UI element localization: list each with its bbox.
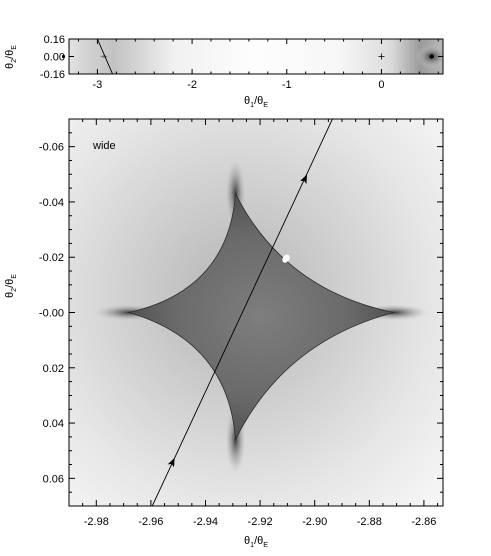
zoom-x-tick-label: -2.92 <box>248 516 273 528</box>
zoom-annotation: wide <box>92 140 116 152</box>
source-trajectory <box>151 119 333 506</box>
overview-ylabel: θ2/θE <box>4 45 18 69</box>
overview-marks <box>96 39 443 74</box>
zoom-y-tick-label: -0.02 <box>39 252 64 264</box>
zoom-y-tick-label: 0.06 <box>43 473 64 485</box>
overview-y-tick-label: 0.00 <box>44 52 65 64</box>
zoom-x-tick-label: -2.94 <box>193 516 218 528</box>
overview-x-tick-label: -3 <box>93 79 103 91</box>
overview-x-tick-label: -1 <box>282 79 292 91</box>
overview-panel: -3 -2 -1 0 -0.16 0.00 0.16 θ1/θE θ2/θE <box>4 34 444 109</box>
trajectory-arrow <box>167 457 175 468</box>
zoom-y-tick-label: -0.00 <box>39 308 64 320</box>
zoom-xlabel: θ1/θE <box>244 535 268 549</box>
zoom-panel: -2.98 -2.96 -2.94 -2.92 -2.90 -2.88 -2.86 -0.06… <box>4 118 444 549</box>
zoom-ticks <box>68 118 443 507</box>
overview-x-tick-label: 0 <box>378 79 384 91</box>
zoom-x-tick-label: -2.88 <box>357 516 382 528</box>
zoom-marks <box>95 119 428 506</box>
caustic-region <box>127 192 394 442</box>
overview-background <box>69 39 443 74</box>
overview-y-tick-label: -0.16 <box>40 69 65 81</box>
trajectory-arrow <box>300 174 308 184</box>
overview-left-marker <box>61 54 66 59</box>
overview-tick-labels: -3 -2 -1 0 -0.16 0.00 0.16 <box>40 34 385 91</box>
overview-mass-marker <box>429 54 434 59</box>
zoom-y-tick-label: -0.06 <box>39 142 64 154</box>
zoom-x-tick-label: -2.96 <box>138 516 163 528</box>
overview-xlabel: θ1/θE <box>244 95 268 109</box>
overview-mass-glow <box>415 44 443 69</box>
overview-trajectory <box>96 39 114 74</box>
zoom-ylabel: θ2/θE <box>4 274 18 298</box>
zoom-x-tick-label: -2.98 <box>84 516 109 528</box>
zoom-x-tick-label: -2.90 <box>302 516 327 528</box>
overview-ticks <box>69 38 443 75</box>
zoom-y-tick-label: 0.02 <box>43 363 64 375</box>
zoom-y-tick-label: -0.04 <box>39 197 64 209</box>
overview-y-tick-label: 0.16 <box>44 34 65 46</box>
zoom-tick-labels: -2.98 -2.96 -2.94 -2.92 -2.90 -2.88 -2.86 -0.06… <box>39 142 437 528</box>
zoom-y-tick-label: 0.04 <box>43 418 64 430</box>
zoom-x-tick-label: -2.86 <box>411 516 436 528</box>
overview-caustic-marker <box>100 55 109 58</box>
overview-x-tick-label: -2 <box>187 79 197 91</box>
caustic-crossing-highlight <box>282 254 290 263</box>
